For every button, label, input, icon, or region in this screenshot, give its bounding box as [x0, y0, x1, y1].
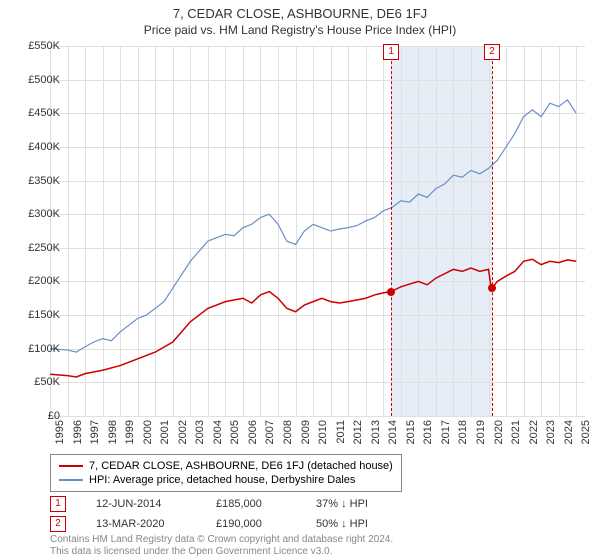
events-table: 1 12-JUN-2014 £185,000 37% ↓ HPI 2 13-MA… [50, 494, 396, 534]
event-price: £185,000 [216, 498, 286, 510]
x-tick-label: 2000 [142, 420, 154, 444]
x-tick-label: 1997 [89, 420, 101, 444]
y-tick-label: £350K [12, 175, 60, 187]
y-tick-label: £100K [12, 343, 60, 355]
x-tick-label: 2017 [440, 420, 452, 444]
x-tick-label: 2020 [493, 420, 505, 444]
y-tick-label: £400K [12, 141, 60, 153]
x-tick-label: 2011 [335, 420, 347, 444]
x-tick-label: 2009 [300, 420, 312, 444]
x-tick-label: 2019 [475, 420, 487, 444]
x-tick-label: 2010 [317, 420, 329, 444]
event-row: 2 13-MAR-2020 £190,000 50% ↓ HPI [50, 514, 396, 534]
event-line-label: 1 [383, 44, 399, 60]
x-tick-label: 2013 [370, 420, 382, 444]
y-tick-label: £0 [12, 410, 60, 422]
event-number-box: 2 [50, 516, 66, 532]
x-tick-label: 2002 [177, 420, 189, 444]
legend-item: HPI: Average price, detached house, Derb… [59, 473, 393, 487]
x-tick-label: 2008 [282, 420, 294, 444]
x-tick-label: 2015 [405, 420, 417, 444]
plot-area: 12 [50, 46, 585, 416]
data-marker [488, 284, 496, 292]
chart-subtitle: Price paid vs. HM Land Registry's House … [0, 21, 600, 37]
line-series [50, 46, 585, 416]
x-tick-label: 1996 [72, 420, 84, 444]
event-pct: 37% ↓ HPI [316, 498, 396, 510]
y-tick-label: £150K [12, 309, 60, 321]
x-tick-label: 2022 [528, 420, 540, 444]
y-tick-label: £250K [12, 242, 60, 254]
event-row: 1 12-JUN-2014 £185,000 37% ↓ HPI [50, 494, 396, 514]
series-hpi [50, 100, 576, 352]
legend-item: 7, CEDAR CLOSE, ASHBOURNE, DE6 1FJ (deta… [59, 459, 393, 473]
legend-label: 7, CEDAR CLOSE, ASHBOURNE, DE6 1FJ (deta… [89, 460, 393, 472]
x-tick-label: 2014 [387, 420, 399, 444]
x-tick-label: 1998 [107, 420, 119, 444]
event-price: £190,000 [216, 518, 286, 530]
data-marker [387, 288, 395, 296]
event-date: 12-JUN-2014 [96, 498, 186, 510]
x-tick-label: 1995 [54, 420, 66, 444]
chart-title: 7, CEDAR CLOSE, ASHBOURNE, DE6 1FJ [0, 0, 600, 21]
event-date: 13-MAR-2020 [96, 518, 186, 530]
x-tick-label: 2003 [194, 420, 206, 444]
legend: 7, CEDAR CLOSE, ASHBOURNE, DE6 1FJ (deta… [50, 454, 402, 492]
x-tick-label: 1999 [124, 420, 136, 444]
y-tick-label: £550K [12, 40, 60, 52]
x-tick-label: 2012 [352, 420, 364, 444]
x-tick-label: 2024 [563, 420, 575, 444]
y-tick-label: £50K [12, 376, 60, 388]
footnote-line: This data is licensed under the Open Gov… [50, 546, 393, 558]
event-number-box: 1 [50, 496, 66, 512]
event-line-label: 2 [484, 44, 500, 60]
x-tick-label: 2025 [580, 420, 592, 444]
series-property [50, 259, 576, 377]
x-tick-label: 2016 [422, 420, 434, 444]
y-tick-label: £500K [12, 74, 60, 86]
x-tick-label: 2006 [247, 420, 259, 444]
x-tick-label: 2001 [159, 420, 171, 444]
x-tick-label: 2005 [229, 420, 241, 444]
x-tick-label: 2018 [457, 420, 469, 444]
y-tick-label: £200K [12, 275, 60, 287]
legend-swatch [59, 479, 83, 481]
legend-label: HPI: Average price, detached house, Derb… [89, 474, 355, 486]
x-tick-label: 2023 [545, 420, 557, 444]
legend-swatch [59, 465, 83, 467]
x-tick-label: 2021 [510, 420, 522, 444]
y-tick-label: £450K [12, 107, 60, 119]
event-pct: 50% ↓ HPI [316, 518, 396, 530]
footnote: Contains HM Land Registry data © Crown c… [50, 534, 393, 558]
y-tick-label: £300K [12, 208, 60, 220]
chart-container: 7, CEDAR CLOSE, ASHBOURNE, DE6 1FJ Price… [0, 0, 600, 560]
x-tick-label: 2004 [212, 420, 224, 444]
x-tick-label: 2007 [264, 420, 276, 444]
footnote-line: Contains HM Land Registry data © Crown c… [50, 534, 393, 546]
